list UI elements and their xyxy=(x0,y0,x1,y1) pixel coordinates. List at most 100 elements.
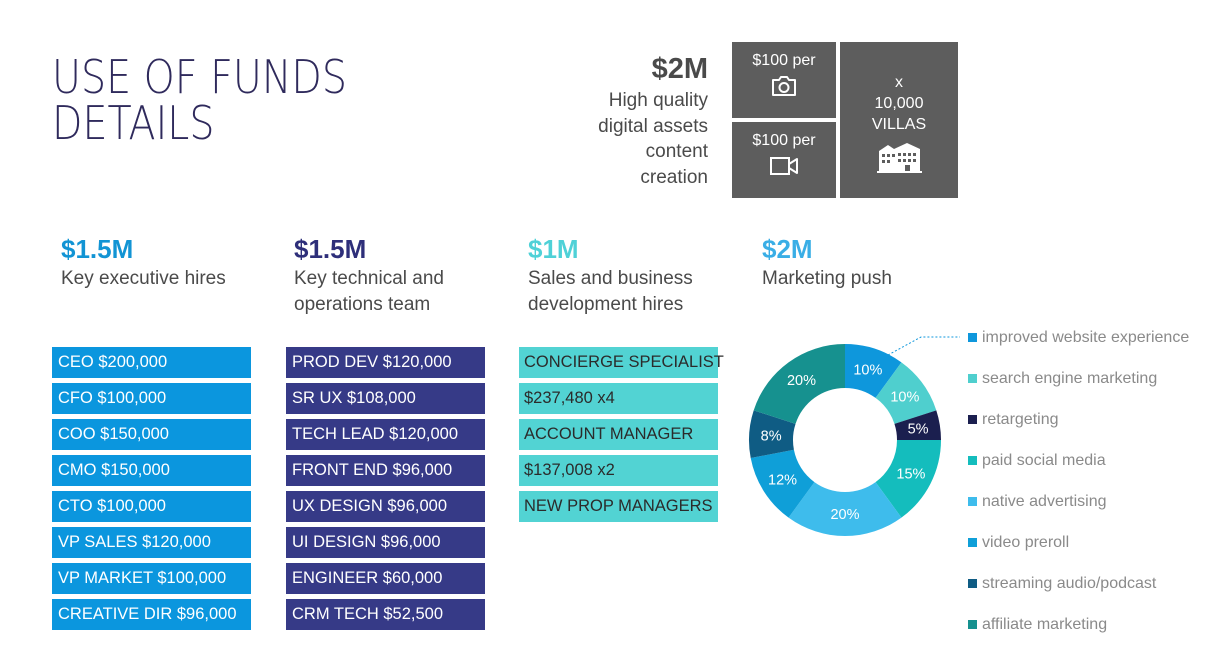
photo-cost-tile: $100 per xyxy=(732,42,836,118)
tech-team-item: UX DESIGN $96,000 xyxy=(286,491,485,522)
camera-icon xyxy=(772,76,796,96)
villa-buildings-icon xyxy=(877,143,922,173)
donut-slice-affiliate-marketing xyxy=(753,344,845,424)
legend-label: improved website experience xyxy=(982,329,1190,346)
villas-multiplier: x xyxy=(895,74,903,91)
legend-label: video preroll xyxy=(982,534,1070,551)
marketing-legend: improved website experience search engine… xyxy=(968,327,1189,655)
exec-hire-item: VP MARKET $100,000 xyxy=(52,563,251,594)
exec-hires-amount: $1.5M xyxy=(61,234,134,264)
tech-team-item: PROD DEV $120,000 xyxy=(286,347,485,378)
legend-swatch xyxy=(968,333,977,342)
legend-swatch xyxy=(968,415,977,424)
video-cost-tile: $100 per xyxy=(732,122,836,198)
digital-assets-desc-line: digital assets xyxy=(598,115,708,137)
sales-hires-desc-line: Sales and business xyxy=(528,268,693,289)
donut-slice-improved-website-experience xyxy=(845,344,902,398)
digital-assets-description: High quality digital assets content crea… xyxy=(508,88,708,190)
tech-team-desc-line: operations team xyxy=(294,294,431,315)
legend-label: streaming audio/podcast xyxy=(982,575,1157,592)
donut-slice-label: 5% xyxy=(908,421,929,437)
exec-hires-description: Key executive hires xyxy=(61,266,261,292)
tech-team-item: UI DESIGN $96,000 xyxy=(286,527,485,558)
exec-hire-item: COO $150,000 xyxy=(52,419,251,450)
tech-team-description: Key technical and operations team xyxy=(294,266,494,318)
legend-item: affiliate marketing xyxy=(968,614,1189,655)
legend-swatch xyxy=(968,456,977,465)
donut-slice-video-preroll xyxy=(750,449,815,518)
donut-slice-label: 15% xyxy=(896,467,925,483)
marketing-amount: $2M xyxy=(762,234,813,264)
sales-hire-item: $137,008 x2 xyxy=(519,455,718,486)
legend-swatch xyxy=(968,620,977,629)
donut-slice-search-engine-marketing xyxy=(875,362,937,424)
sales-hires-header: $1M Sales and business development hires xyxy=(528,232,728,318)
marketing-description: Marketing push xyxy=(762,266,962,292)
exec-hire-item: VP SALES $120,000 xyxy=(52,527,251,558)
exec-hire-item: CTO $100,000 xyxy=(52,491,251,522)
legend-item: retargeting xyxy=(968,409,1189,450)
legend-label: native advertising xyxy=(982,493,1107,510)
villas-label: VILLAS xyxy=(871,116,927,133)
donut-slice-label: 12% xyxy=(768,473,797,489)
tech-team-item: ENGINEER $60,000 xyxy=(286,563,485,594)
exec-hire-item: CFO $100,000 xyxy=(52,383,251,414)
tech-team-desc-line: Key technical and xyxy=(294,268,444,289)
legend-swatch xyxy=(968,497,977,506)
sales-hire-item: CONCIERGE SPECIALIST xyxy=(519,347,724,378)
marketing-header: $2M Marketing push xyxy=(762,232,962,292)
sales-hires-amount: $1M xyxy=(528,234,579,264)
video-camera-icon xyxy=(770,157,798,175)
exec-hire-item: CREATIVE DIR $96,000 xyxy=(52,599,251,630)
donut-slice-streaming-audio-podcast xyxy=(749,410,796,458)
legend-label: retargeting xyxy=(982,411,1059,428)
digital-assets-amount: $2M xyxy=(651,53,708,85)
digital-assets-summary: $2M High quality digital assets content … xyxy=(508,52,708,190)
page-title: USE OF FUNDS DETAILS xyxy=(52,54,347,146)
legend-item: improved website experience xyxy=(968,327,1189,368)
digital-assets-desc-line: content xyxy=(645,141,708,162)
legend-label: affiliate marketing xyxy=(982,616,1108,633)
title-line-1: USE OF FUNDS xyxy=(52,50,347,104)
tech-team-amount: $1.5M xyxy=(294,234,367,264)
tech-team-list: PROD DEV $120,000 SR UX $108,000 TECH LE… xyxy=(286,347,485,635)
legend-swatch xyxy=(968,374,977,383)
legend-item: paid social media xyxy=(968,450,1189,491)
exec-hires-desc-line: Key executive hires xyxy=(61,268,226,289)
donut-slice-native-advertising xyxy=(788,482,902,536)
digital-assets-desc-line: creation xyxy=(640,166,708,188)
legend-leader-line xyxy=(887,336,960,356)
sales-hires-list: CONCIERGE SPECIALIST $237,480 x4 ACCOUNT… xyxy=(519,347,724,527)
legend-item: search engine marketing xyxy=(968,368,1189,409)
tech-team-item: CRM TECH $52,500 xyxy=(286,599,485,630)
tech-team-header: $1.5M Key technical and operations team xyxy=(294,232,494,318)
marketing-desc-line: Marketing push xyxy=(762,268,892,289)
villas-count: 10,000 xyxy=(874,95,924,112)
donut-slice-retargeting xyxy=(894,410,941,440)
tech-team-item: FRONT END $96,000 xyxy=(286,455,485,486)
legend-label: search engine marketing xyxy=(982,370,1158,387)
exec-hires-header: $1.5M Key executive hires xyxy=(61,232,261,292)
legend-item: streaming audio/podcast xyxy=(968,573,1189,614)
marketing-donut-chart: 10% 10% 5% 15% 20% 12% 8% 20% xyxy=(749,336,960,536)
sales-hire-item: ACCOUNT MANAGER xyxy=(519,419,718,450)
title-line-2: DETAILS xyxy=(52,96,215,150)
exec-hire-item: CEO $200,000 xyxy=(52,347,251,378)
sales-hires-desc-line: development hires xyxy=(528,294,684,315)
exec-hires-list: CEO $200,000 CFO $100,000 COO $150,000 C… xyxy=(52,347,251,635)
legend-item: native advertising xyxy=(968,491,1189,532)
legend-item: video preroll xyxy=(968,532,1189,573)
digital-assets-desc-line: High quality xyxy=(608,90,708,111)
donut-slice-label: 10% xyxy=(890,390,919,406)
sales-hires-description: Sales and business development hires xyxy=(528,266,728,318)
donut-slice-label: 8% xyxy=(761,428,782,444)
villas-count-tile: x 10,000 VILLAS xyxy=(840,42,958,198)
tech-team-item: TECH LEAD $120,000 xyxy=(286,419,485,450)
legend-swatch xyxy=(968,579,977,588)
donut-slice-label: 20% xyxy=(830,507,859,523)
legend-label: paid social media xyxy=(982,452,1106,469)
photo-cost-label: $100 per xyxy=(752,52,816,69)
exec-hire-item: CMO $150,000 xyxy=(52,455,251,486)
legend-swatch xyxy=(968,538,977,547)
donut-slice-label: 20% xyxy=(787,373,816,389)
